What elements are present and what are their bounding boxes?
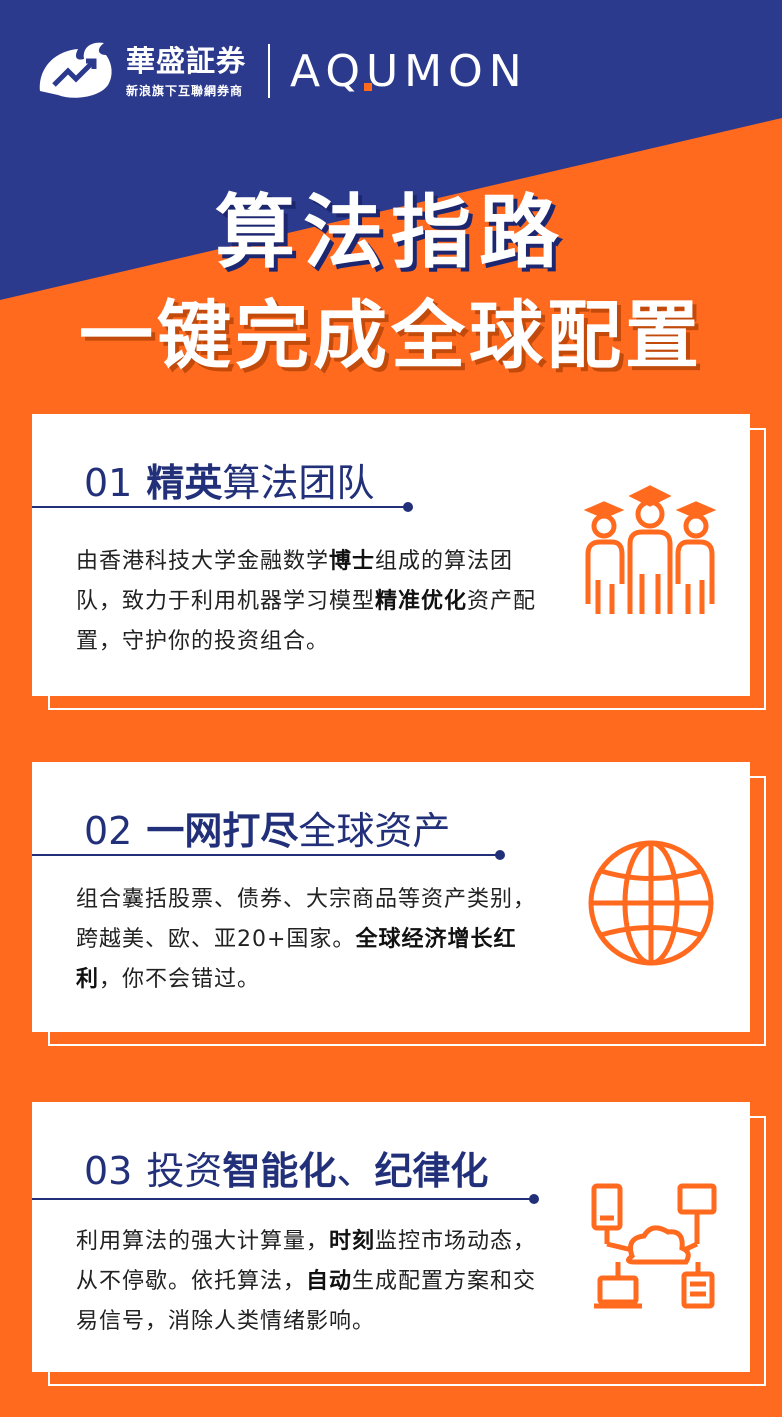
- card-title: 02 一网打尽全球资产: [84, 800, 450, 855]
- aqumon-wordmark: AQUMON: [290, 45, 528, 97]
- feature-card-2: 02 一网打尽全球资产 组合囊括股票、债券、大宗商品等资产类别，跨越美、欧、亚20…: [32, 762, 766, 1046]
- card-title-separator: 、: [336, 1149, 375, 1193]
- headline-line-2: 一键完成全球配置: [0, 276, 782, 383]
- feature-card-1: 01 精英算法团队 由香港科技大学金融数学博士组成的算法团队，致力于利用机器学习模…: [32, 414, 766, 710]
- aqumon-logo: AQUMON: [290, 46, 528, 97]
- card-underline: [32, 850, 505, 860]
- card-body: 由香港科技大学金融数学博士组成的算法团队，致力于利用机器学习模型精准优化资产配置…: [76, 549, 537, 654]
- card-title-bold: 一网打尽: [146, 809, 299, 853]
- cloud-network-icon: [588, 1182, 718, 1316]
- card-number: 02: [84, 809, 133, 853]
- card-body: 组合囊括股票、债券、大宗商品等资产类别，跨越美、欧、亚20+国家。全球经济增长红…: [76, 887, 537, 992]
- card-underline: [32, 502, 413, 512]
- huasheng-logo-icon: [34, 39, 116, 103]
- logo-row: 華盛証券 新浪旗下互聯網券商 AQUMON: [34, 36, 528, 106]
- card-underline: [32, 1194, 539, 1204]
- brand-name: 華盛証券: [126, 43, 247, 78]
- card-title: 03 投资智能化、纪律化: [84, 1140, 488, 1195]
- card-number: 01: [84, 461, 133, 505]
- headline-line-1: 算法指路: [0, 168, 782, 284]
- brand-tagline: 新浪旗下互聯網券商: [126, 83, 244, 98]
- card-title-bold: 智能化: [222, 1149, 337, 1193]
- brand-text: 華盛証券 新浪旗下互聯網券商: [126, 44, 246, 99]
- card-title: 01 精英算法团队: [84, 452, 374, 507]
- globe-icon: [584, 838, 718, 972]
- card-title-bold-2: 纪律化: [374, 1149, 489, 1193]
- card-body: 利用算法的强大计算量，时刻监控市场动态，从不停歇。依托算法，自动生成配置方案和交…: [76, 1229, 537, 1334]
- aqumon-dot-accent: [364, 82, 373, 91]
- headline-text-2: 一键完成全球配置: [79, 293, 703, 379]
- graduates-team-icon: [582, 484, 718, 628]
- logo-divider: [268, 44, 271, 98]
- card-title-rest: 算法团队: [222, 461, 375, 505]
- card-number: 03: [84, 1149, 133, 1193]
- feature-card-3: 03 投资智能化、纪律化 利用算法的强大计算量，时刻监控市场动态，从不停歇。依托算…: [32, 1102, 766, 1386]
- card-title-bold: 精英: [146, 461, 223, 505]
- card-title-pre: 投资: [146, 1149, 223, 1193]
- card-title-rest: 全球资产: [298, 809, 451, 853]
- headline-text-1: 算法指路: [215, 186, 567, 279]
